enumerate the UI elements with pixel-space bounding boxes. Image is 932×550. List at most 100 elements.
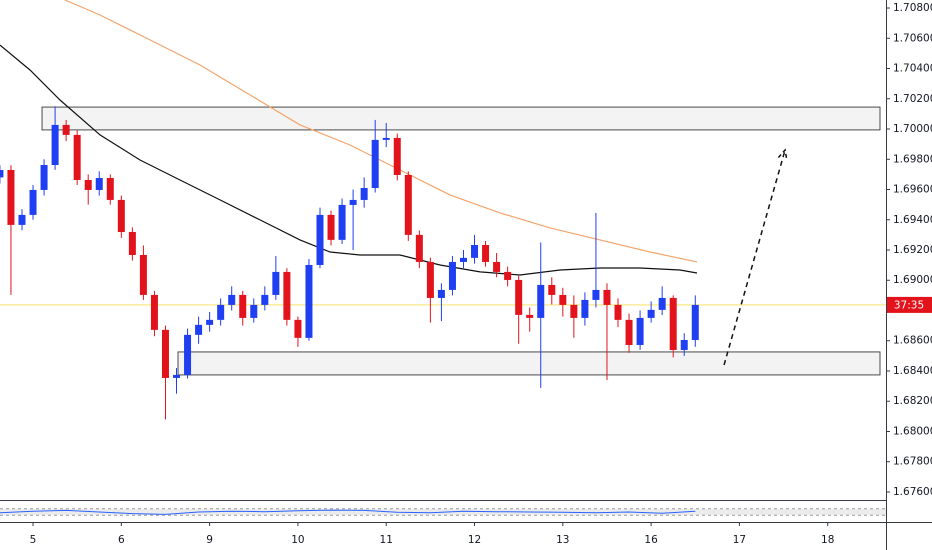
candle-body (570, 304, 578, 318)
candle-body (283, 271, 291, 320)
candle-body (437, 289, 445, 298)
candle-body (327, 214, 335, 240)
y-tick-label: 1.68600 (893, 335, 932, 347)
y-tick-label: 1.67600 (893, 486, 932, 498)
y-tick-label: 1.70000 (893, 123, 932, 135)
x-tick-label: 10 (291, 534, 304, 546)
candle-body (294, 319, 302, 338)
indicator-line (0, 509, 696, 515)
candle-body (95, 178, 103, 190)
candle-body (161, 329, 169, 378)
candle-body (184, 334, 192, 375)
candle-body (173, 374, 181, 378)
y-tick-label: 1.69600 (893, 184, 932, 196)
arrow-head (777, 148, 788, 161)
candle-body (139, 254, 147, 295)
candle-body (603, 289, 611, 305)
y-tick-label: 1.68400 (893, 365, 932, 377)
candle-body (404, 174, 412, 235)
candle-body (338, 204, 346, 240)
candle-body (228, 294, 236, 305)
x-tick-label: 5 (30, 534, 37, 546)
y-tick-label: 1.69800 (893, 153, 932, 165)
candle-body (382, 137, 390, 140)
candle-body (272, 271, 280, 295)
zone (41, 106, 881, 131)
candle-body (73, 134, 81, 180)
candle-body (592, 289, 600, 300)
candle-body (493, 261, 501, 272)
candle-body (305, 264, 313, 338)
candle-body (239, 294, 247, 318)
candle-body (316, 214, 324, 265)
candle-body (680, 339, 688, 350)
candle-body (482, 245, 490, 262)
x-tick-label: 16 (644, 534, 658, 546)
x-tick-label: 12 (468, 534, 481, 546)
candle-body (349, 199, 357, 205)
last-price-badge (887, 296, 932, 313)
zone (177, 351, 881, 376)
candle-body (691, 304, 699, 340)
candle-body (548, 284, 556, 295)
candle-body (106, 178, 114, 200)
candle-body (195, 324, 203, 335)
x-tick-label: 13 (556, 534, 569, 546)
candle-body (669, 297, 677, 350)
candle-body (625, 319, 633, 345)
projection-arrow (723, 149, 786, 366)
y-tick-label: 1.70800 (893, 2, 932, 14)
y-tick-label: 1.68200 (893, 395, 932, 407)
y-tick-label: 1.67800 (893, 456, 932, 468)
candle-body (647, 309, 655, 318)
candle-body (371, 139, 379, 188)
candle-body (393, 137, 401, 175)
candle-body (415, 234, 423, 262)
y-tick-label: 1.70200 (893, 93, 932, 105)
x-tick-label: 6 (118, 534, 125, 546)
y-tick-label: 1.70400 (893, 63, 932, 75)
candle-body (515, 279, 523, 315)
y-tick-label: 1.69400 (893, 214, 932, 226)
candle-body (29, 189, 37, 215)
candle-body (217, 304, 225, 320)
candle-body (261, 294, 269, 305)
candle-body (117, 199, 125, 233)
candle-body (40, 165, 48, 190)
candle-body (84, 179, 92, 190)
candle-body (537, 284, 545, 318)
candle-body (128, 232, 136, 255)
candle-body (559, 294, 567, 305)
candle-body (426, 261, 434, 298)
candle-body (526, 314, 534, 318)
candle-body (448, 261, 456, 290)
candle-body (0, 169, 4, 178)
candle-body (7, 169, 15, 225)
candle-body (250, 304, 258, 318)
y-tick-label: 1.69000 (893, 274, 932, 286)
candle-body (206, 319, 214, 325)
y-tick-label: 1.70600 (893, 32, 932, 44)
candle-body (18, 214, 26, 225)
candle-body (150, 294, 158, 330)
candle-body (360, 187, 368, 200)
moving-average (0, 44, 698, 276)
candle-body (658, 297, 666, 310)
last-price-label: 37:35 (894, 299, 924, 311)
candle-body (581, 299, 589, 318)
y-tick-label: 1.69200 (893, 244, 932, 256)
candle-body (614, 304, 622, 320)
x-tick-label: 17 (733, 534, 746, 546)
x-tick-label: 18 (821, 534, 834, 546)
y-tick-label: 1.68000 (893, 425, 932, 437)
candle-body (459, 257, 467, 262)
x-tick-label: 11 (380, 534, 393, 546)
candle-body (504, 271, 512, 280)
candle-body (51, 124, 59, 166)
x-tick-label: 9 (206, 534, 213, 546)
candle-body (471, 245, 479, 258)
candle-body (636, 317, 644, 345)
candle-body (62, 124, 70, 135)
